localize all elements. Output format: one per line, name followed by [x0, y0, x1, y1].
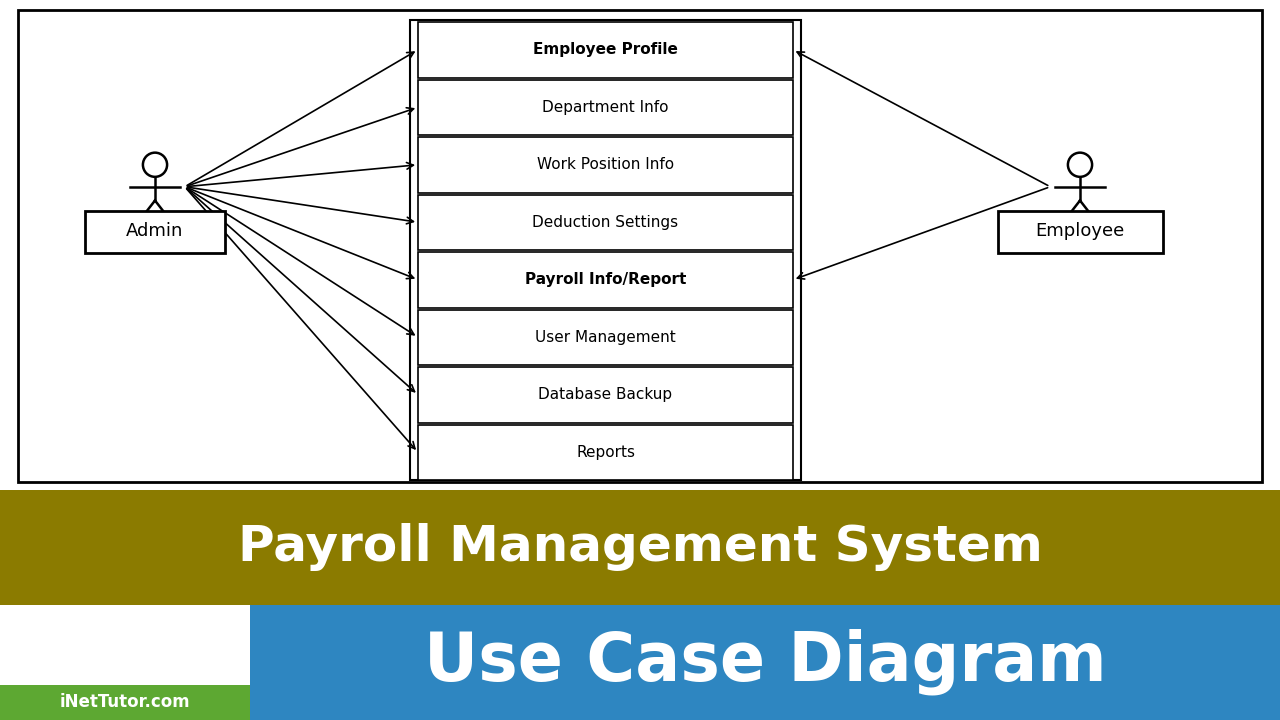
Text: Work Position Info: Work Position Info [536, 157, 675, 172]
Text: Use Case Diagram: Use Case Diagram [424, 629, 1106, 696]
Bar [0, 605, 250, 720]
Bar [0, 490, 1280, 605]
Text: iNetTutor.com: iNetTutor.com [60, 693, 191, 711]
Text: Department Info: Department Info [543, 100, 668, 114]
Text: Payroll Info/Report: Payroll Info/Report [525, 272, 686, 287]
Text: Database Backup: Database Backup [539, 387, 672, 402]
Text: Employee Profile: Employee Profile [532, 42, 678, 58]
Bar [997, 210, 1162, 253]
Bar [84, 210, 225, 253]
Bar [419, 137, 794, 192]
Text: Deduction Settings: Deduction Settings [532, 215, 678, 230]
Text: Reports: Reports [576, 445, 635, 460]
Text: Payroll Management System: Payroll Management System [238, 523, 1042, 571]
Text: Employee: Employee [1036, 222, 1125, 240]
Bar [419, 22, 794, 78]
Bar [419, 79, 794, 135]
Bar [0, 685, 250, 720]
Bar [419, 194, 794, 250]
Bar [419, 252, 794, 307]
Bar [419, 367, 794, 423]
Bar [250, 605, 1280, 720]
Bar [18, 10, 1262, 482]
Text: Admin: Admin [127, 222, 184, 240]
Bar [419, 425, 794, 480]
Bar [419, 310, 794, 365]
Bar [410, 20, 801, 480]
Text: User Management: User Management [535, 330, 676, 345]
